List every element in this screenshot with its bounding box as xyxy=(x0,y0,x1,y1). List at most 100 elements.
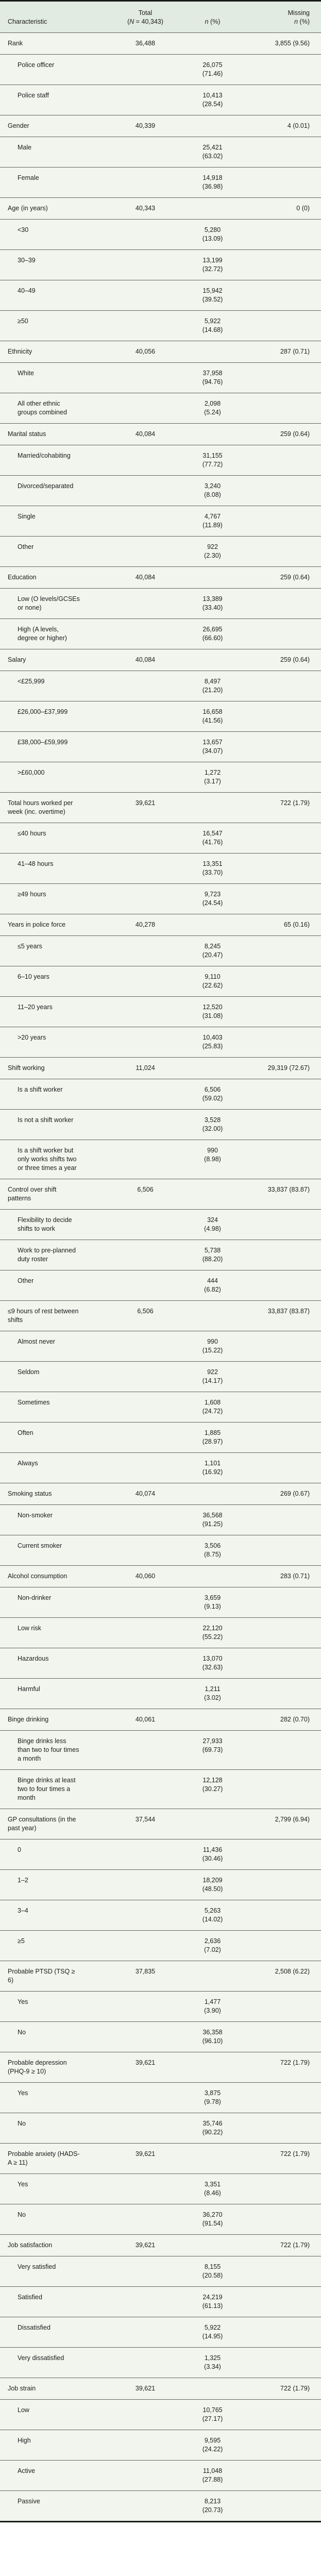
n-pct-cell: 3,351 (8.46) xyxy=(185,2173,240,2204)
n-value: 18,209 xyxy=(202,1877,223,1884)
total-cell xyxy=(88,536,185,567)
characteristic-cell: Single xyxy=(0,506,88,537)
characteristic-label: Satisfied xyxy=(18,2294,42,2301)
missing-cell xyxy=(240,1109,321,1140)
n-pct-cell: 14,918 (36.98) xyxy=(185,167,240,198)
n-pct-cell xyxy=(185,1809,240,1839)
n-value: 3,875 xyxy=(204,2089,221,2097)
missing-cell xyxy=(240,2173,321,2204)
n-value: 25,421 xyxy=(202,144,223,151)
n-value: 5,280 xyxy=(204,226,221,233)
n-pct-cell xyxy=(185,2052,240,2083)
missing-cell xyxy=(240,1617,321,1648)
missing-cell xyxy=(240,2021,321,2052)
characteristic-cell: No xyxy=(0,2113,88,2144)
table-row: Flexibility to decide shifts to work 324… xyxy=(0,1209,321,1240)
characteristic-label: Very dissatisfied xyxy=(18,2354,64,2362)
n-pct-cell: 3,875 (9.78) xyxy=(185,2082,240,2113)
n-pct-cell: 11,048 (27.88) xyxy=(185,2460,240,2491)
total-cell xyxy=(88,2317,185,2348)
total-cell xyxy=(88,310,185,341)
table-row: 41–48 hours 13,351 (33.70) xyxy=(0,853,321,884)
total-cell xyxy=(88,1648,185,1679)
table-row: Non-drinker 3,659 (9.13) xyxy=(0,1587,321,1618)
total-cell xyxy=(88,1930,185,1961)
total-cell xyxy=(88,1392,185,1423)
table-row: GP consultations (in the past year) 37,5… xyxy=(0,1809,321,1839)
total-cell xyxy=(88,1617,185,1648)
total-cell: 37,544 xyxy=(88,1809,185,1839)
characteristic-label: Female xyxy=(18,174,39,181)
characteristic-label: Active xyxy=(18,2467,36,2474)
missing-cell xyxy=(240,2113,321,2144)
characteristic-label: High xyxy=(18,2437,31,2444)
total-cell xyxy=(88,2256,185,2287)
n-pct-cell: 1,477 (3.90) xyxy=(185,1991,240,2022)
characteristic-label: 1–2 xyxy=(18,1877,28,1884)
characteristic-cell: Low xyxy=(0,2399,88,2430)
n-pct-cell: 324 (4.98) xyxy=(185,1209,240,1240)
n-value: 10,413 xyxy=(202,92,223,99)
table-row: >20 years 10,403 (25.83) xyxy=(0,1027,321,1058)
characteristic-label: Divorced/separated xyxy=(18,482,74,490)
n-pct-cell xyxy=(185,1057,240,1079)
characteristic-label: Binge drinking xyxy=(8,1716,49,1723)
table-row: Often 1,885 (28.97) xyxy=(0,1422,321,1453)
table-row: Job strain 39,621 722 (1.79) xyxy=(0,2378,321,2400)
missing-cell: 29,319 (72.67) xyxy=(240,1057,321,1079)
total-cell xyxy=(88,475,185,506)
total-cell xyxy=(88,883,185,914)
characteristic-cell: Yes xyxy=(0,2173,88,2204)
n-value: 444 xyxy=(207,1277,218,1284)
pct-value: (16.92) xyxy=(202,1468,223,1476)
missing-cell xyxy=(240,1452,321,1483)
missing-cell: 722 (1.79) xyxy=(240,2378,321,2400)
n-value: 5,738 xyxy=(204,1247,221,1254)
table-row: Shift working 11,024 29,319 (72.67) xyxy=(0,1057,321,1079)
characteristic-cell: Almost never xyxy=(0,1331,88,1362)
characteristic-cell: <30 xyxy=(0,219,88,250)
total-cell xyxy=(88,249,185,280)
pct-value: (6.82) xyxy=(204,1286,221,1293)
total-cell xyxy=(88,618,185,649)
n-value: 10,403 xyxy=(202,1034,223,1041)
table-row: White 37,958 (94.76) xyxy=(0,362,321,393)
total-cell: 40,084 xyxy=(88,649,185,671)
n-value: 8,155 xyxy=(204,2263,221,2270)
characteristic-cell: Is a shift worker but only works shifts … xyxy=(0,1140,88,1179)
missing-cell xyxy=(240,1587,321,1618)
table-row: 40–49 15,942 (39.52) xyxy=(0,280,321,311)
pct-value: (24.72) xyxy=(202,1408,223,1415)
pct-value: (30.46) xyxy=(202,1855,223,1862)
n-pct-cell: 13,351 (33.70) xyxy=(185,853,240,884)
total-cell xyxy=(88,1209,185,1240)
total-cell xyxy=(88,2347,185,2378)
missing-cell xyxy=(240,1392,321,1423)
table-row: Control over shift patterns 6,506 33,837… xyxy=(0,1179,321,1210)
table-row: Always 1,101 (16.92) xyxy=(0,1452,321,1483)
table-row: Police staff 10,413 (28.54) xyxy=(0,85,321,115)
n-pct-cell: 2,098 (5.24) xyxy=(185,393,240,424)
characteristic-label: No xyxy=(18,2211,26,2218)
table-row: Education 40,084 259 (0.64) xyxy=(0,566,321,589)
total-cell xyxy=(88,2399,185,2430)
n-value: 22,120 xyxy=(202,1625,223,1632)
n-pct-cell: 36,358 (96.10) xyxy=(185,2021,240,2052)
characteristic-label: Salary xyxy=(8,656,26,663)
pct-value: (15.22) xyxy=(202,1347,223,1354)
n-value: 9,110 xyxy=(205,973,221,980)
n-pct-cell: 35,746 (90.22) xyxy=(185,2113,240,2144)
n-value: 1,211 xyxy=(205,1685,221,1693)
characteristic-cell: 1–2 xyxy=(0,1869,88,1900)
total-cell: 37,835 xyxy=(88,1961,185,1992)
total-cell xyxy=(88,2204,185,2235)
n-pct-cell: 22,120 (55.22) xyxy=(185,1617,240,1648)
n-pct-cell: 36,270 (91.54) xyxy=(185,2204,240,2235)
n-pct-cell: 922 (14.17) xyxy=(185,1361,240,1392)
n-value: 13,657 xyxy=(202,739,223,746)
n-value: 3,528 xyxy=(204,1116,221,1124)
characteristic-cell: Alcohol consumption xyxy=(0,1565,88,1587)
pct-value: (32.00) xyxy=(202,1125,223,1132)
missing-cell xyxy=(240,1869,321,1900)
n-value: 9,723 xyxy=(204,891,221,898)
